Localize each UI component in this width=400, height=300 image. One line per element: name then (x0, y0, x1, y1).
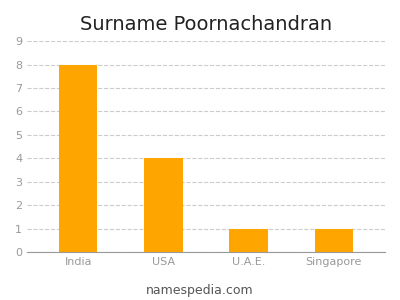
Bar (59, 64, 97, 252)
Bar (230, 229, 268, 252)
Title: Surname Poornachandran: Surname Poornachandran (80, 15, 332, 34)
Text: namespedia.com: namespedia.com (146, 284, 254, 297)
Bar (144, 158, 182, 252)
Bar (315, 229, 353, 252)
